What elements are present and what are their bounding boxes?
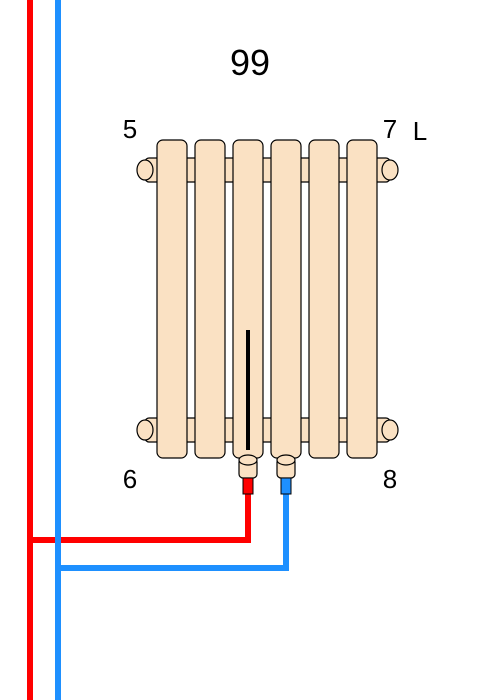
plug-bottom-right	[382, 420, 398, 440]
port-label-5: 5	[123, 114, 137, 144]
valve-hot	[239, 455, 257, 494]
port-label-8: 8	[383, 464, 397, 494]
radiator	[137, 140, 398, 458]
port-label-6: 6	[123, 464, 137, 494]
radiator-column-4	[271, 140, 301, 458]
radiator-column-2	[195, 140, 225, 458]
radiator-column-5	[309, 140, 339, 458]
plug-bottom-left	[137, 420, 153, 440]
port-label-7: 7	[383, 114, 397, 144]
plug-top-right	[382, 160, 398, 180]
plug-top-left	[137, 160, 153, 180]
radiator-column-1	[157, 140, 187, 458]
orientation-label-L: L	[413, 116, 427, 146]
radiator-column-6	[347, 140, 377, 458]
radiator-connection-diagram: 99 5 7L 6 8	[0, 0, 500, 700]
valve-cold	[277, 455, 295, 494]
diagram-number: 99	[230, 42, 270, 83]
